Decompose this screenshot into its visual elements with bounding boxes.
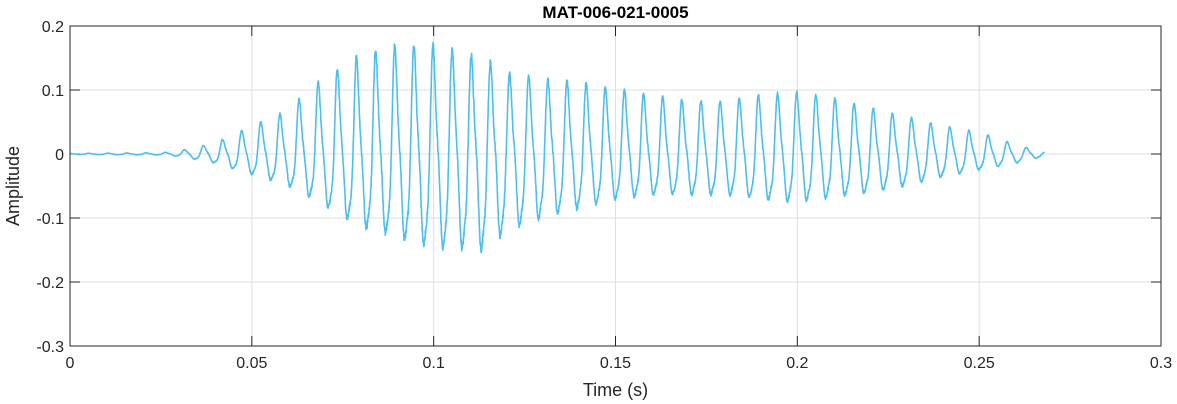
x-tick-label: 0.05	[236, 355, 267, 372]
waveform-line	[69, 41, 1046, 254]
x-tick-labels: 0 0.05 0.1 0.15 0.2 0.25 0.3	[66, 355, 1173, 372]
x-tick-label: 0.2	[786, 355, 808, 372]
grid	[70, 26, 1161, 346]
x-tick-label: 0.25	[964, 355, 995, 372]
x-axis-label: Time (s)	[583, 380, 648, 400]
y-tick-label: 0.2	[42, 19, 64, 36]
y-tick-label: -0.2	[36, 275, 64, 292]
x-tick-label: 0.1	[423, 355, 445, 372]
x-tick-label: 0	[66, 355, 75, 372]
chart-title: MAT-006-021-0005	[542, 3, 688, 22]
y-tick-labels: -0.3 -0.2 -0.1 0 0.1 0.2	[36, 19, 64, 356]
x-tick-label: 0.15	[600, 355, 631, 372]
y-axis-label: Amplitude	[3, 146, 23, 226]
plot-frame	[69, 25, 1162, 347]
y-tick-label: 0	[55, 147, 64, 164]
y-tick-label: -0.1	[36, 211, 64, 228]
x-tick-label: 0.3	[1150, 355, 1172, 372]
y-tick-label: -0.3	[36, 339, 64, 356]
y-tick-label: 0.1	[42, 83, 64, 100]
